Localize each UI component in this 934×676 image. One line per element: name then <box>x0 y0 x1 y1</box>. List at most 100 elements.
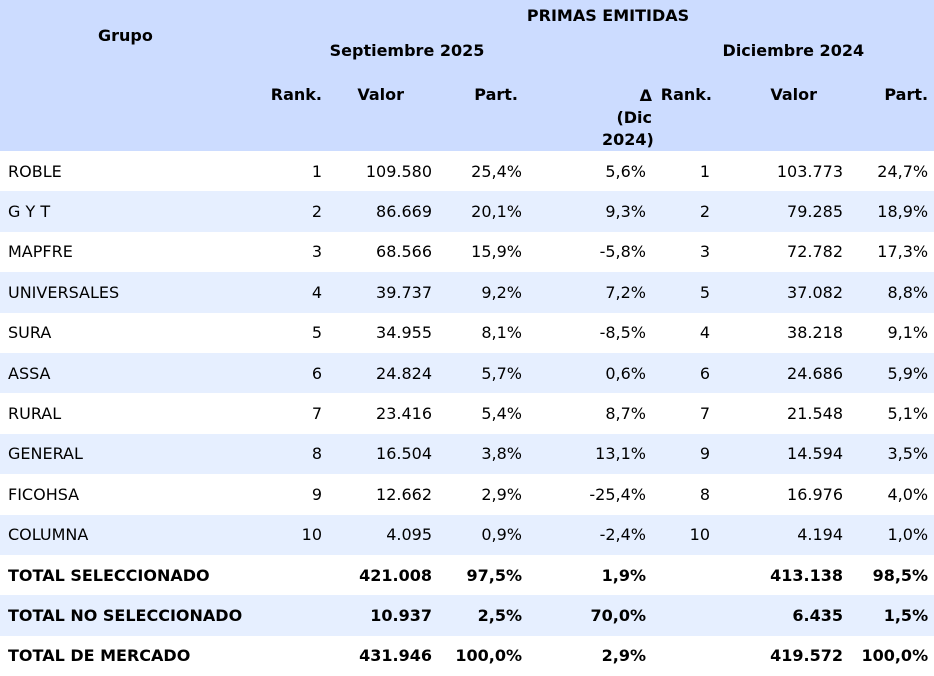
table-row: ASSA 6 24.824 5,7% 0,6% 6 24.686 5,9% <box>0 352 934 394</box>
value-cell: 16.504 <box>376 444 432 464</box>
delta-cell: 5,6% <box>605 161 646 181</box>
table-header: Grupo PRIMAS EMITIDAS Septiembre 2025 Di… <box>0 0 934 151</box>
header-spacer <box>0 70 252 151</box>
rank-cell: 9 <box>311 484 322 504</box>
delta-cell: -5,8% <box>599 242 646 262</box>
share-prior-cell: 17,3% <box>877 242 929 262</box>
rank-prior-cell: 10 <box>689 525 710 545</box>
rank-prior-cell: 8 <box>699 484 710 504</box>
share-prior-cell: 5,9% <box>887 363 929 383</box>
rank-prior-cell: 5 <box>699 282 710 302</box>
total-row: TOTAL SELECCIONADO 421.008 97,5% 1,9% 413.13… <box>0 554 934 596</box>
value-prior-cell: 4.194 <box>797 525 843 545</box>
value-cell: 23.416 <box>376 404 432 424</box>
rank-header: Rank. <box>270 85 322 104</box>
share-prior-cell: 1,0% <box>887 525 929 545</box>
value-header: Valor <box>357 85 404 104</box>
delta-cell: 1,9% <box>601 565 646 585</box>
rank-cell: 10 <box>301 525 322 545</box>
share-prior-cell: 8,8% <box>887 282 929 302</box>
group-name: MAPFRE <box>8 242 73 262</box>
share-cell: 20,1% <box>471 202 522 222</box>
delta-cell: 0,6% <box>605 363 646 383</box>
value-prior-cell: 6.435 <box>792 605 843 625</box>
delta-cell: -2,4% <box>599 525 646 545</box>
share-cell: 8,1% <box>481 323 522 343</box>
value-cell: 4.095 <box>386 525 432 545</box>
group-name: TOTAL NO SELECCIONADO <box>8 605 243 625</box>
period-prior-header: Diciembre 2024 <box>722 40 865 60</box>
value-cell: 34.955 <box>376 323 432 343</box>
table-row: COLUMNA 10 4.095 0,9% -2,4% 10 4.194 1,0% <box>0 514 934 555</box>
group-name: COLUMNA <box>8 525 89 545</box>
share-prior-cell: 3,5% <box>887 444 929 464</box>
rank-prior-cell: 9 <box>699 444 710 464</box>
table-row: G Y T 2 86.669 20,1% 9,3% 2 79.285 18,9% <box>0 191 934 232</box>
value-cell: 431.946 <box>359 646 432 666</box>
table-body: ROBLE 1 109.580 25,4% 5,6% 1 103.773 24,7% G Y T… <box>0 151 934 676</box>
group-name: TOTAL DE MERCADO <box>8 646 191 666</box>
group-column-header: Grupo <box>98 25 153 45</box>
table-row: UNIVERSALES 4 39.737 9,2% 7,2% 5 37.082 8,8% <box>0 272 934 313</box>
table-row: RURAL 7 23.416 5,4% 8,7% 7 21.548 5,1% <box>0 393 934 434</box>
delta-cell: 8,7% <box>605 404 646 424</box>
group-name: RURAL <box>8 404 62 424</box>
rank-cell <box>252 595 328 635</box>
value-prior-cell: 14.594 <box>787 444 843 464</box>
share-prior-cell: 1,5% <box>883 605 929 625</box>
value-cell: 12.662 <box>376 484 432 504</box>
value-cell: 109.580 <box>365 161 432 181</box>
share-prior-cell: 9,1% <box>887 323 929 343</box>
share-cell: 5,7% <box>481 363 522 383</box>
delta-cell: 13,1% <box>595 444 646 464</box>
group-name: TOTAL SELECCIONADO <box>8 565 210 585</box>
delta-cell: 2,9% <box>601 646 646 666</box>
value-cell: 421.008 <box>359 565 432 585</box>
value-prior-cell: 413.138 <box>770 565 843 585</box>
rank-cell <box>252 555 328 595</box>
rank-prior-cell: 1 <box>699 161 710 181</box>
rank-prior-cell: 4 <box>699 323 710 343</box>
group-name: GENERAL <box>8 444 83 464</box>
rank-prior-cell: 6 <box>699 363 710 383</box>
value-cell: 10.937 <box>370 605 432 625</box>
rank-cell: 7 <box>311 404 322 424</box>
value-cell: 24.824 <box>376 363 432 383</box>
value-prior-cell: 419.572 <box>770 646 843 666</box>
share-cell: 2,5% <box>477 605 522 625</box>
rank-cell: 5 <box>311 323 322 343</box>
share-cell: 3,8% <box>481 444 522 464</box>
total-row: TOTAL NO SELECCIONADO 10.937 2,5% 70,0% 6.43… <box>0 595 934 636</box>
delta-cell: -8,5% <box>599 323 646 343</box>
delta-cell: 7,2% <box>605 282 646 302</box>
rank-prior-cell: 3 <box>699 242 710 262</box>
share-cell: 9,2% <box>481 282 522 302</box>
group-name: G Y T <box>8 202 51 222</box>
share-header: Part. <box>474 85 518 104</box>
value-prior-cell: 79.285 <box>787 202 843 222</box>
share-prior-cell: 100,0% <box>861 646 929 666</box>
share-prior-cell: 24,7% <box>877 161 929 181</box>
group-name: ROBLE <box>8 161 62 181</box>
value-prior-cell: 16.976 <box>787 484 843 504</box>
rank-cell: 1 <box>311 161 322 181</box>
value-cell: 68.566 <box>376 242 432 262</box>
table-title: PRIMAS EMITIDAS <box>526 5 690 25</box>
share-cell: 15,9% <box>471 242 522 262</box>
delta-cell: 70,0% <box>590 605 646 625</box>
value-cell: 86.669 <box>376 202 432 222</box>
share-prior-cell: 4,0% <box>887 484 929 504</box>
value-prior-cell: 103.773 <box>776 161 843 181</box>
share-cell: 25,4% <box>471 161 522 181</box>
value-prior-cell: 72.782 <box>787 242 843 262</box>
value-prior-cell: 37.082 <box>787 282 843 302</box>
period-current-header: Septiembre 2025 <box>329 40 485 60</box>
group-name: FICOHSA <box>8 484 80 504</box>
share-cell: 2,9% <box>481 484 522 504</box>
table-row: FICOHSA 9 12.662 2,9% -25,4% 8 16.976 4,0% <box>0 474 934 515</box>
delta-header: Δ (Dic 2024) <box>602 86 654 149</box>
table-row: SURA 5 34.955 8,1% -8,5% 4 38.218 9,1% <box>0 312 934 353</box>
group-name: SURA <box>8 323 52 343</box>
share-cell: 5,4% <box>481 404 522 424</box>
delta-cell: -25,4% <box>589 484 646 504</box>
